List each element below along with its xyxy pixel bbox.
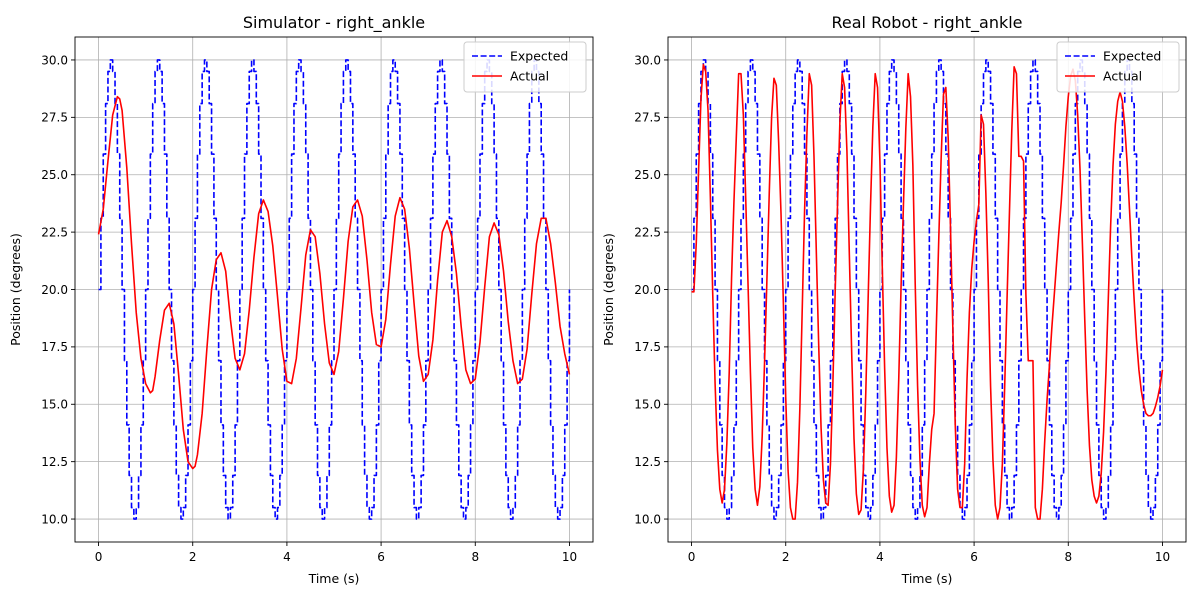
x-tick-label: 0 bbox=[95, 550, 103, 564]
y-tick-label: 27.5 bbox=[634, 111, 661, 125]
y-tick-label: 25.0 bbox=[634, 168, 661, 182]
x-tick-label: 0 bbox=[688, 550, 696, 564]
legend-label-actual: Actual bbox=[510, 69, 549, 84]
y-tick-label: 22.5 bbox=[634, 225, 661, 239]
legend: Expected Actual bbox=[463, 41, 587, 93]
legend-box bbox=[463, 41, 587, 93]
chart-title: Real Robot - right_ankle bbox=[831, 13, 1022, 33]
chart-real-robot: 0 2 4 6 8 10 10.0 12.5 15.0 17.5 20.0 22.5 25.0 27.5 3… bbox=[601, 13, 1187, 586]
x-tick-label: 2 bbox=[189, 550, 197, 564]
legend-label-actual: Actual bbox=[1103, 69, 1142, 84]
x-axis-label: Time (s) bbox=[308, 571, 360, 586]
y-tick-label: 17.5 bbox=[634, 340, 661, 354]
y-tick-label: 27.5 bbox=[41, 111, 68, 125]
y-tick-label: 20.0 bbox=[634, 283, 661, 297]
y-tick-label: 30.0 bbox=[41, 53, 68, 67]
y-tick-label: 12.5 bbox=[634, 455, 661, 469]
x-tick-label: 6 bbox=[377, 550, 385, 564]
legend-box bbox=[1056, 41, 1180, 93]
x-tick-label: 6 bbox=[970, 550, 978, 564]
x-tick-label: 4 bbox=[283, 550, 291, 564]
series-line-actual bbox=[691, 63, 1164, 520]
x-tick-label: 8 bbox=[471, 550, 479, 564]
x-tick-label: 2 bbox=[782, 550, 790, 564]
y-tick-label: 10.0 bbox=[634, 512, 661, 526]
y-tick-label: 20.0 bbox=[41, 283, 68, 297]
legend: Expected Actual bbox=[1056, 41, 1180, 93]
x-tick-label: 10 bbox=[562, 550, 577, 564]
x-tick-label: 4 bbox=[876, 550, 884, 564]
y-axis-label: Position (degrees) bbox=[8, 233, 23, 346]
series-line-actual bbox=[97, 95, 571, 470]
y-tick-label: 30.0 bbox=[634, 53, 661, 67]
y-tick-label: 10.0 bbox=[41, 512, 68, 526]
chart-simulator: 0 2 4 6 8 10 10.0 12.5 15.0 17.5 20.0 22.5 25.0 27.5 3… bbox=[8, 13, 594, 586]
y-tick-label: 12.5 bbox=[41, 455, 68, 469]
y-tick-label: 15.0 bbox=[634, 398, 661, 412]
legend-label-expected: Expected bbox=[510, 49, 568, 64]
y-axis-label: Position (degrees) bbox=[601, 233, 616, 346]
legend-label-expected: Expected bbox=[1103, 49, 1161, 64]
x-tick-label: 8 bbox=[1064, 550, 1072, 564]
y-tick-label: 22.5 bbox=[41, 225, 68, 239]
x-axis-label: Time (s) bbox=[901, 571, 953, 586]
x-tick-label: 10 bbox=[1155, 550, 1170, 564]
y-tick-label: 17.5 bbox=[41, 340, 68, 354]
y-tick-label: 15.0 bbox=[41, 398, 68, 412]
y-tick-label: 25.0 bbox=[41, 168, 68, 182]
chart-title: Simulator - right_ankle bbox=[243, 13, 425, 33]
